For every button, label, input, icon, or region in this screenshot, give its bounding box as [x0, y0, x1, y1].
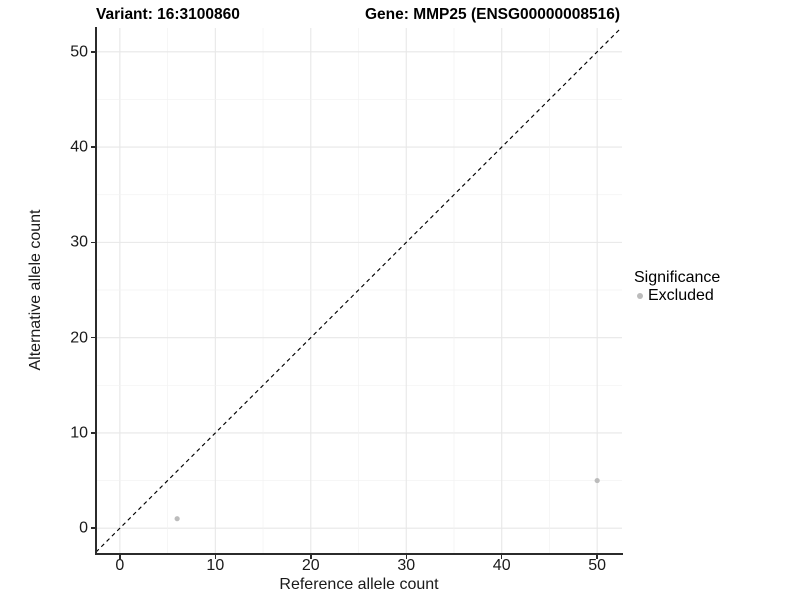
x-tick-mark — [119, 554, 121, 559]
y-axis-title: Alternative allele count — [27, 209, 44, 371]
legend: Significance Excluded — [634, 269, 720, 305]
y-tick-label: 0 — [79, 519, 88, 537]
plot-panel — [96, 28, 622, 553]
legend-item-label: Excluded — [648, 287, 714, 304]
y-tick-label: 30 — [70, 233, 88, 251]
legend-items: Excluded — [634, 287, 720, 305]
x-tick-mark — [310, 554, 312, 559]
x-tick-mark — [596, 554, 598, 559]
x-tick-mark — [214, 554, 217, 559]
x-axis-title: Reference allele count — [279, 576, 439, 593]
x-tick-label: 10 — [206, 557, 225, 574]
x-tick-mark — [405, 554, 407, 559]
y-tick-mark — [91, 51, 95, 53]
data-point — [174, 516, 180, 522]
x-axis-line — [95, 553, 623, 555]
y-tick-mark — [91, 241, 95, 244]
y-tick-label: 40 — [70, 138, 88, 156]
plot-title-gene: Gene: MMP25 (ENSG00000008516) — [365, 6, 621, 23]
legend-title: Significance — [634, 269, 721, 286]
y-tick-label: 10 — [70, 424, 88, 442]
y-tick-mark — [91, 146, 95, 148]
data-point — [594, 477, 600, 484]
y-tick-mark — [91, 527, 95, 529]
y-tick-mark — [91, 432, 95, 434]
x-tick-label: 0 — [115, 557, 125, 574]
x-tick-label: 30 — [397, 557, 416, 574]
x-tick-label: 20 — [301, 557, 320, 574]
y-axis-line — [95, 27, 97, 554]
x-tick-label: 40 — [492, 557, 511, 574]
x-tick-label: 50 — [588, 557, 607, 574]
x-tick-mark — [500, 554, 503, 559]
plot-area-svg — [96, 28, 622, 553]
y-tick-label: 50 — [70, 43, 88, 61]
identity-dashed-line — [96, 28, 622, 553]
y-tick-label: 20 — [70, 329, 88, 347]
circle-icon — [637, 293, 643, 299]
y-tick-mark — [91, 336, 95, 339]
plot-title-variant: Variant: 16:3100860 — [96, 6, 240, 23]
legend-item-excluded: Excluded — [634, 287, 720, 305]
